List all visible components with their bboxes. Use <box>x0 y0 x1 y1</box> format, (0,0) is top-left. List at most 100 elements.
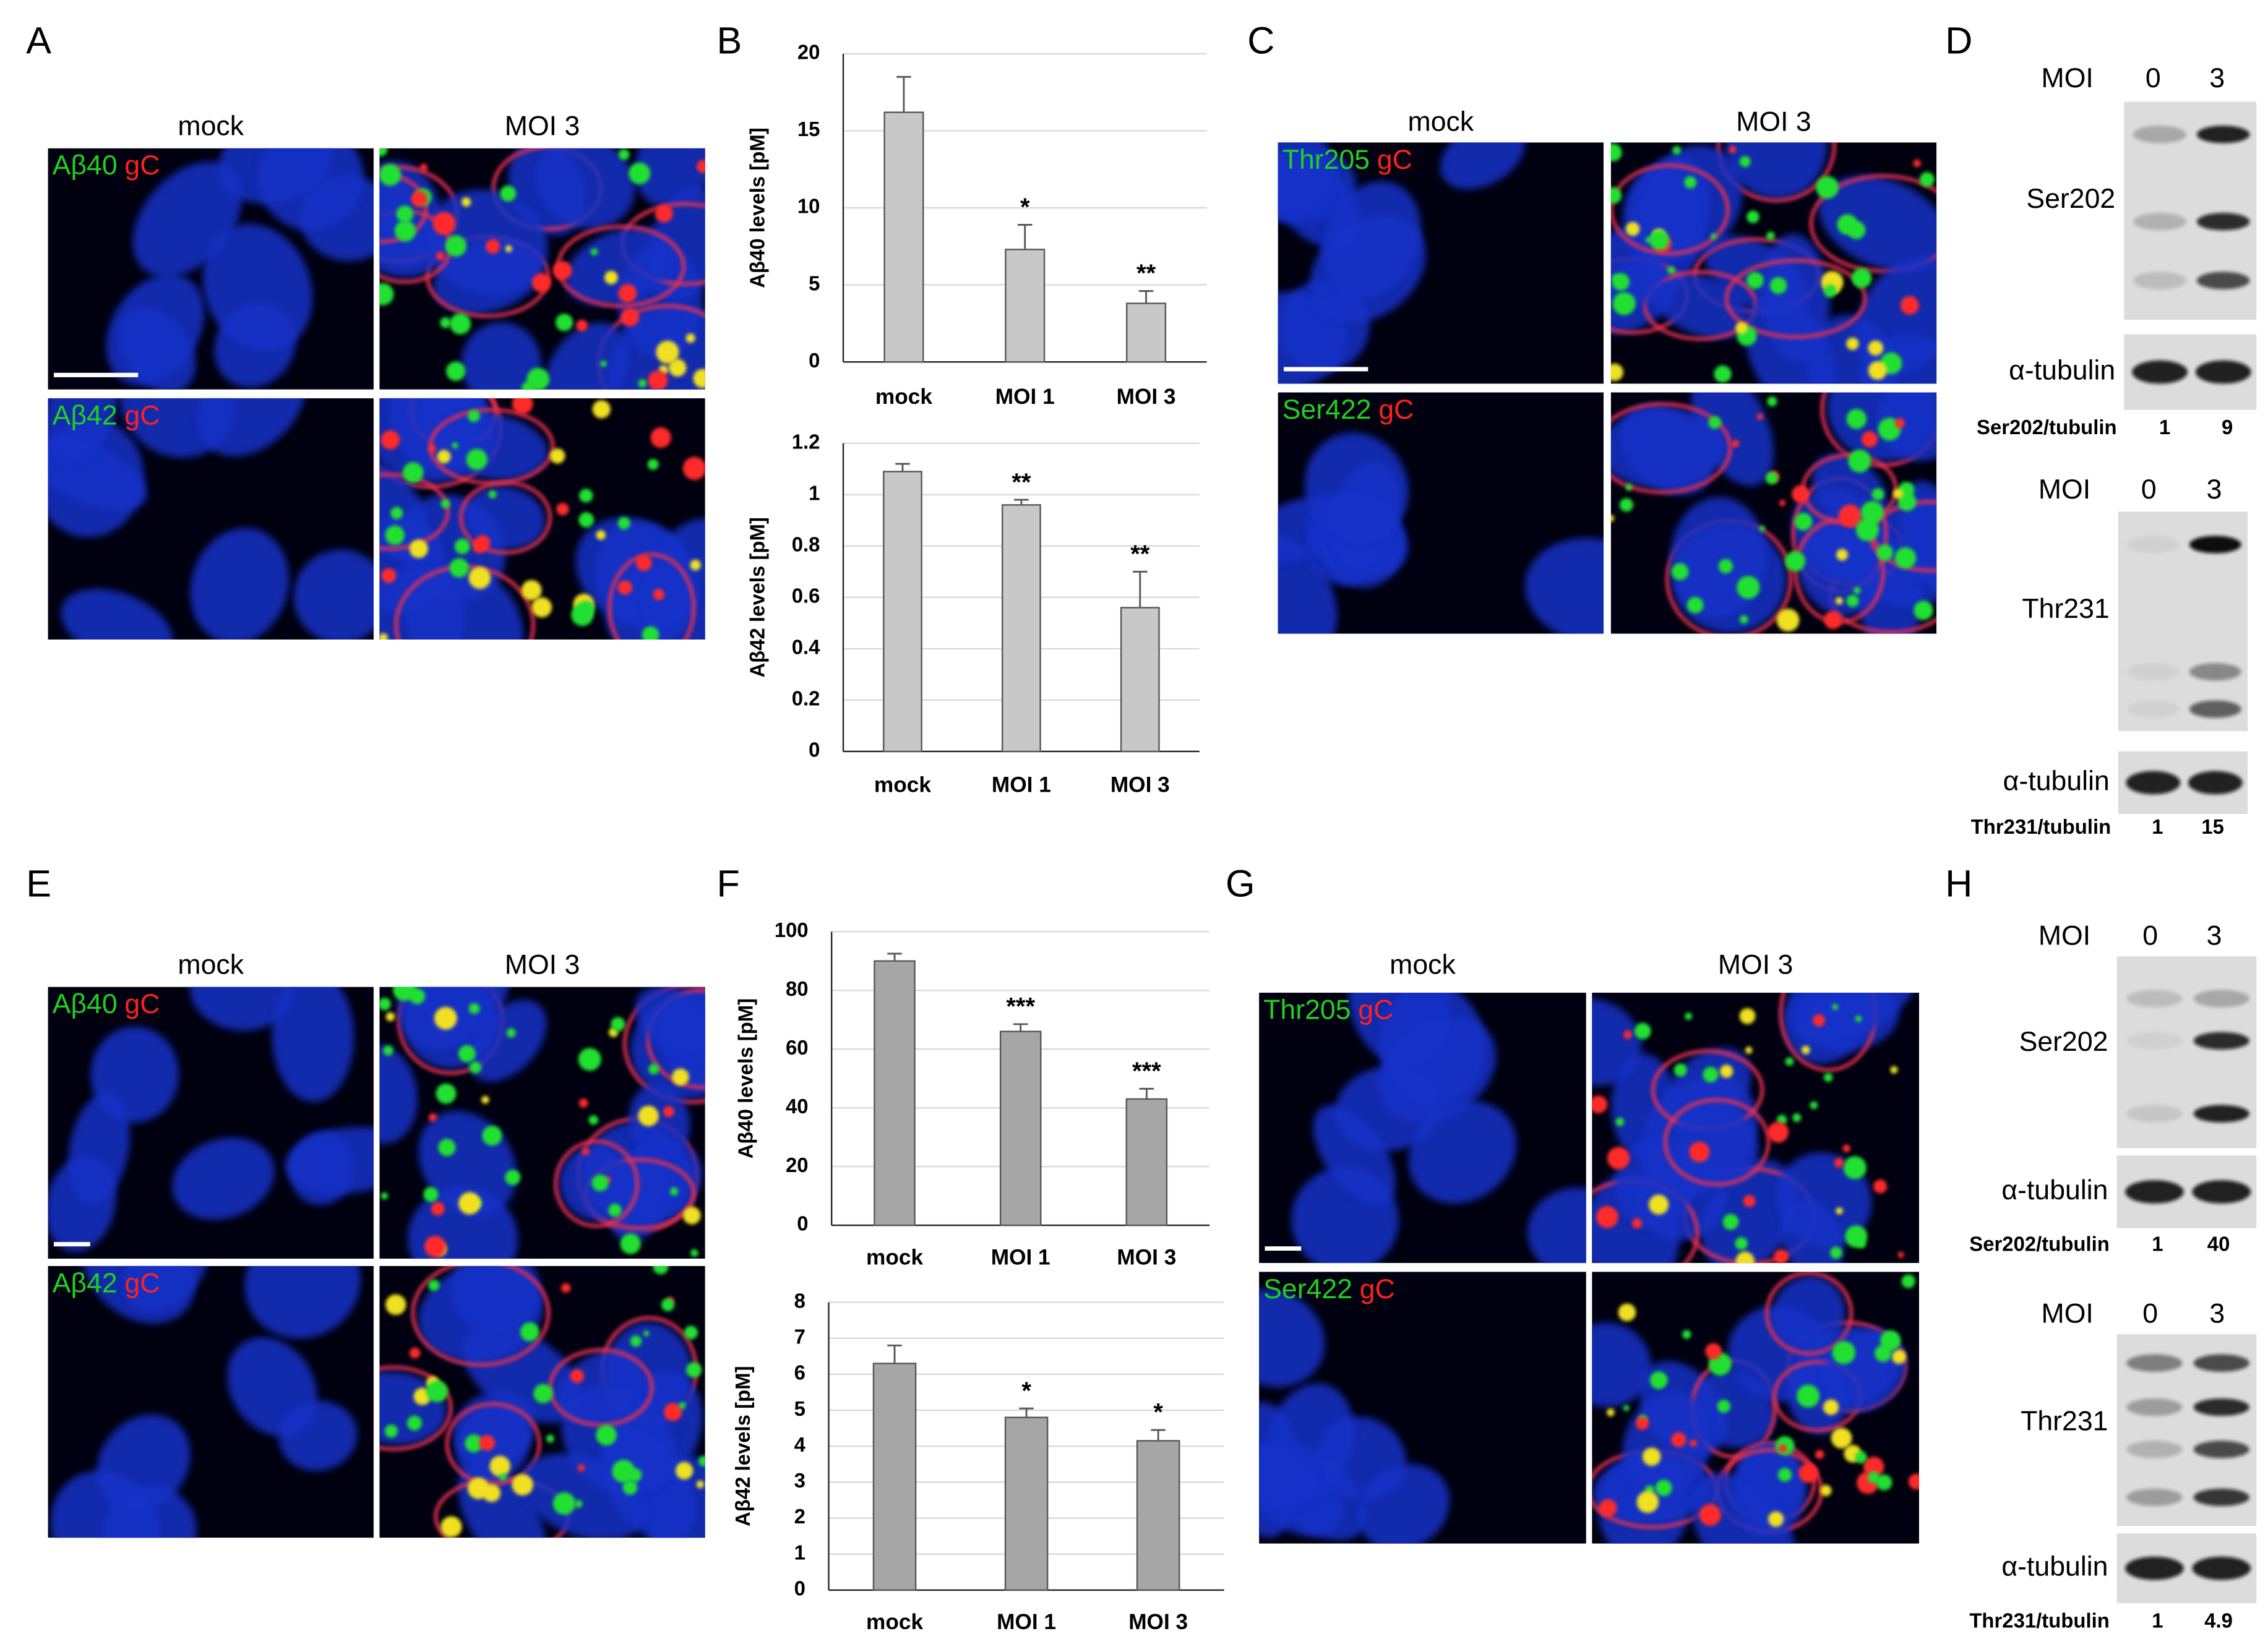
signal-spot <box>622 1480 638 1495</box>
stain-label: Aβ42 gC <box>53 1268 160 1298</box>
micrograph <box>1610 142 1937 384</box>
tubulin-band <box>2188 771 2243 795</box>
stain-label: Thr205 gC <box>1282 145 1412 175</box>
signal-spot <box>628 1468 642 1482</box>
signal-spot <box>642 626 659 640</box>
signal-spot <box>1737 576 1760 599</box>
signal-spot <box>485 239 500 254</box>
signal-spot <box>1792 485 1810 503</box>
micrograph <box>1278 392 1604 634</box>
signal-spot <box>449 313 471 335</box>
bar <box>1004 1416 1049 1591</box>
signal-spot <box>384 1424 398 1438</box>
signal-spot <box>1797 1384 1820 1408</box>
significance: * <box>1153 1399 1163 1426</box>
signal-spot <box>590 248 598 255</box>
moi-label: MOI <box>2042 63 2094 93</box>
x-tick-label: MOI 3 <box>1128 1610 1188 1634</box>
ratio-value: 15 <box>2201 815 2224 838</box>
micrograph <box>48 398 374 640</box>
signal-spot <box>596 530 606 540</box>
bar <box>874 960 916 1226</box>
signal-spot <box>468 1003 480 1014</box>
red-stain: gC <box>1378 395 1414 425</box>
signal-spot <box>406 1415 422 1431</box>
signal-spot <box>555 314 573 332</box>
signal-spot <box>1823 284 1837 297</box>
nucleus <box>123 1265 210 1312</box>
micrograph <box>48 148 374 390</box>
nucleus <box>1408 1101 1517 1204</box>
signal-spot <box>1671 563 1689 580</box>
signal-spot <box>531 597 552 618</box>
signal-spot <box>571 604 594 627</box>
signal-spot <box>461 197 471 207</box>
blot-band <box>2193 1488 2249 1507</box>
signal-spot <box>1862 431 1878 448</box>
signal-spot <box>481 1095 489 1104</box>
signal-spot <box>452 442 458 449</box>
signal-spot <box>1868 361 1888 380</box>
cell-ring <box>1663 1097 1771 1187</box>
y-axis-label: Aβ40 levels [pM] <box>745 127 768 288</box>
red-stain: gC <box>124 150 160 181</box>
green-stain: Thr205 <box>1282 145 1370 175</box>
bar <box>1001 504 1041 753</box>
nucleus <box>1278 142 1337 220</box>
ratio-value: 1 <box>2152 1609 2163 1632</box>
signal-spot <box>690 559 701 571</box>
signal-spot <box>520 1322 539 1342</box>
signal-spot <box>1699 1504 1721 1526</box>
nucleus <box>272 986 354 1102</box>
signal-spot <box>1655 1479 1672 1497</box>
error-bar <box>1138 290 1154 304</box>
signal-spot <box>521 580 542 601</box>
signal-spot <box>579 489 593 503</box>
green-stain: Ser422 <box>1282 395 1372 425</box>
cell-ring <box>1716 142 1837 203</box>
signal-spot <box>617 516 630 529</box>
nucleus <box>48 1155 116 1252</box>
signal-spot <box>1672 146 1681 155</box>
signal-spot <box>1890 1066 1898 1074</box>
signal-spot <box>1852 268 1872 288</box>
bar <box>1136 1440 1180 1591</box>
signal-spot <box>1682 1330 1691 1339</box>
blot-band <box>2127 700 2180 718</box>
y-tick-label: 6 <box>794 1361 805 1384</box>
y-tick-label: 40 <box>786 1095 809 1118</box>
signal-spot <box>1636 1491 1659 1513</box>
signal-spot <box>1623 1030 1632 1039</box>
signal-spot <box>574 1500 583 1508</box>
signal-spot <box>385 1294 406 1316</box>
nucleus <box>197 398 307 456</box>
lane-label: 0 <box>2141 474 2157 505</box>
y-tick-label: 1 <box>794 1541 805 1564</box>
ratio-label: Ser202/tubulin <box>1977 416 2117 439</box>
signal-spot <box>500 185 517 202</box>
signal-spot <box>1735 1237 1748 1250</box>
significance: * <box>1020 194 1030 221</box>
y-axis-label: Aβ40 levels [pM] <box>734 998 757 1158</box>
tubulin-band <box>2132 360 2188 384</box>
signal-spot <box>1671 1432 1686 1447</box>
bar <box>1126 302 1167 363</box>
signal-spot <box>1876 1474 1892 1491</box>
signal-spot <box>638 379 647 388</box>
signal-spot <box>643 1330 650 1337</box>
nucleus <box>1592 998 1642 1086</box>
red-stain: gC <box>1377 145 1412 175</box>
blot-band <box>2133 272 2186 289</box>
signal-spot <box>1846 409 1867 429</box>
y-tick-label: 0.2 <box>792 687 820 710</box>
signal-spot <box>1863 1457 1884 1478</box>
y-tick-label: 20 <box>797 41 820 64</box>
signal-spot <box>445 235 467 257</box>
green-stain: Aβ42 <box>53 400 118 430</box>
signal-spot <box>409 988 425 1004</box>
blot-band <box>2126 1440 2183 1458</box>
nucleus <box>418 1265 544 1362</box>
signal-spot <box>379 998 391 1011</box>
y-tick-label: 4 <box>794 1433 806 1456</box>
panel-label: G <box>1226 863 1255 905</box>
